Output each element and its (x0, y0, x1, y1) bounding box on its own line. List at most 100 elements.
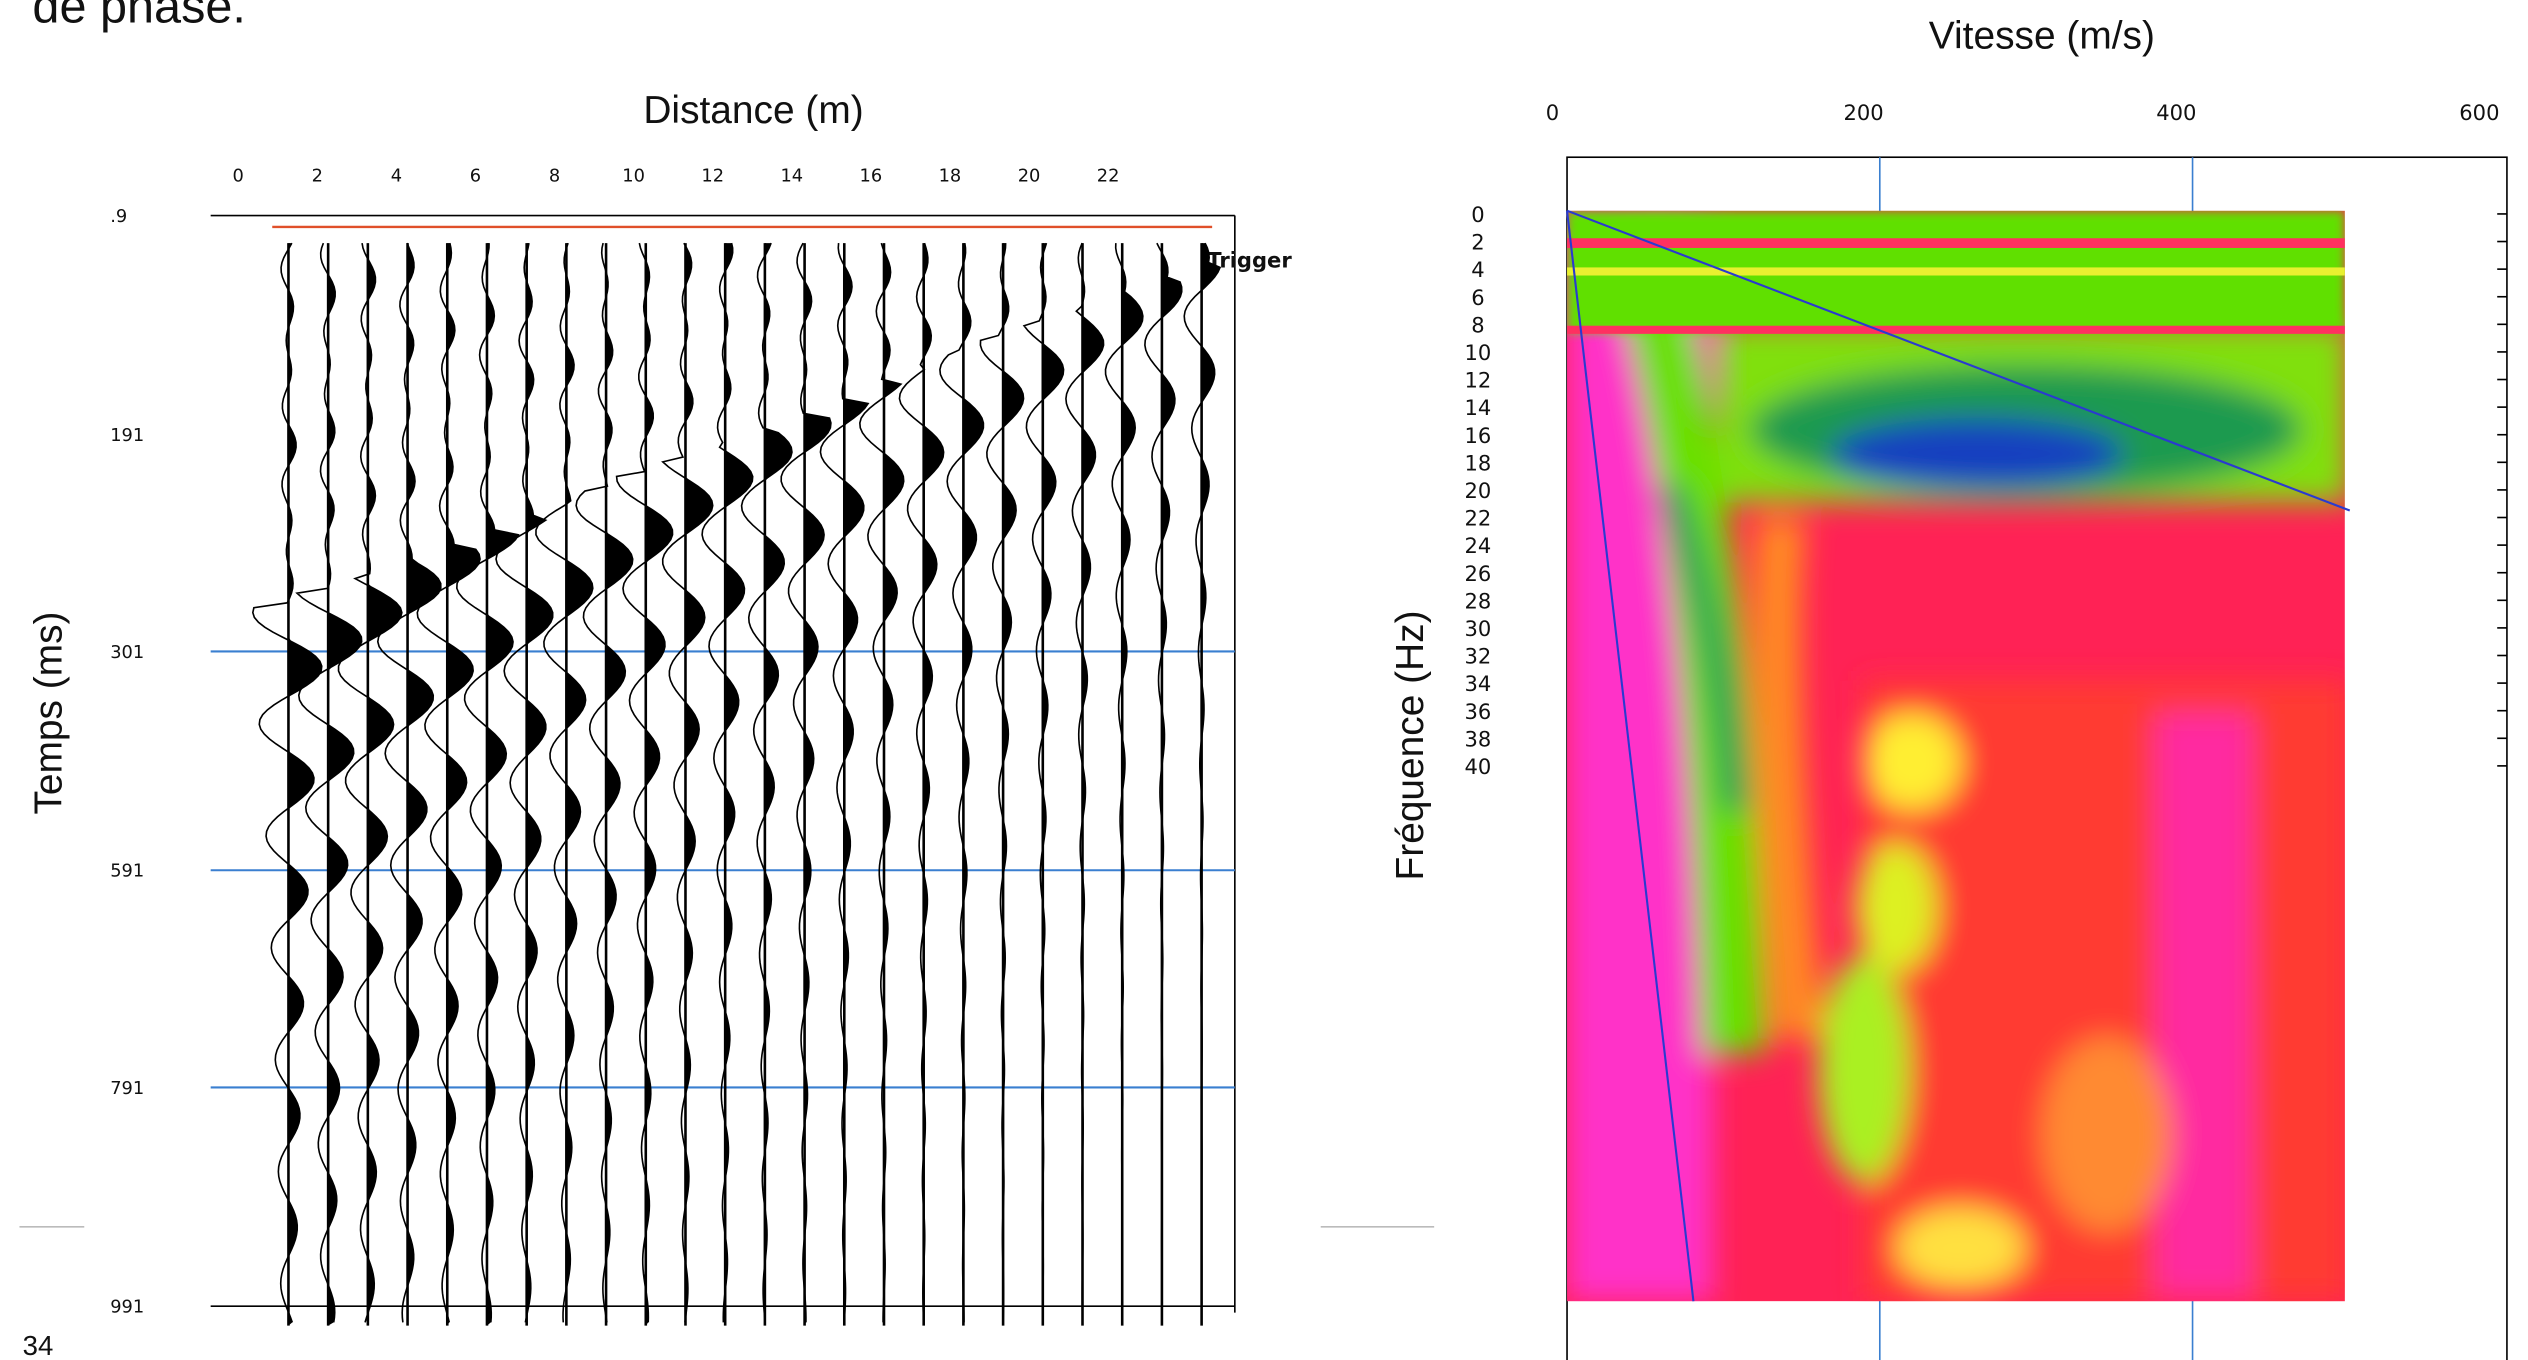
trace-wiggle (1065, 242, 1105, 1323)
y-tick-label: 8 (1471, 312, 1484, 337)
x-tick-label: 20 (1018, 166, 1041, 187)
x-tick-label: 6 (470, 166, 481, 187)
trace-fill (526, 243, 553, 1326)
header-fragment: de phase. (32, 0, 246, 34)
x-axis-title: Vitesse (m/s) (1929, 15, 2155, 58)
y-axis-title: Temps (ms) (28, 612, 71, 815)
trace-fill (1042, 243, 1064, 1326)
x-tick-label: 2 (312, 166, 323, 187)
trace-wiggle (1104, 243, 1144, 1323)
y-tick-label: 20 (1465, 478, 1492, 503)
y-tick-label: 40 (1465, 754, 1492, 779)
x-tick-label: 0 (233, 166, 244, 187)
y-tick-label: 2 (1471, 230, 1484, 255)
trace-wiggle (1144, 242, 1183, 1323)
trace-fill (606, 243, 633, 1326)
heat-band (1567, 238, 2345, 248)
y-axis-title: Fréquence (Hz) (1389, 610, 1432, 880)
dispersion-image: Vitesse (m/s) Fréquence (Hz) (1389, 15, 2508, 1360)
y-tick-label: 34 (1465, 671, 1492, 696)
trace-fill (566, 243, 593, 1326)
trace-fill (1082, 243, 1104, 1326)
trace-wiggle (1183, 242, 1222, 1323)
x-tick-label: 4 (391, 166, 402, 187)
trace-wiggle (780, 242, 832, 1323)
trace-fill (486, 243, 519, 1326)
trace-wiggle (495, 242, 554, 1323)
trace-wiggle (575, 242, 634, 1323)
trace-fill (804, 243, 831, 1326)
x-tick-label: 600 (2459, 100, 2499, 125)
y-tick-label: .9 (110, 206, 127, 227)
y-tick-label: 18 (1465, 450, 1492, 475)
trace-wiggle (535, 242, 594, 1323)
trace-wiggle (898, 242, 945, 1323)
y-tick-label: 791 (110, 1078, 144, 1099)
trace-wiggle (939, 242, 985, 1323)
trace-fill (883, 243, 904, 1326)
trace-wiggle (701, 242, 754, 1323)
x-tick-label: 16 (860, 166, 883, 187)
y-tick-label: 30 (1465, 616, 1492, 641)
trace-wiggle (295, 242, 363, 1323)
y-tick-label: 22 (1465, 506, 1492, 531)
trace-fill (963, 243, 984, 1326)
guide-line (1566, 209, 2351, 512)
y-tick-label: 191 (110, 425, 144, 446)
y-tick-label: 301 (110, 642, 144, 663)
heat-band (1567, 325, 2345, 334)
y-tick-label: 10 (1465, 340, 1492, 365)
trace-fill (328, 243, 362, 1326)
x-tick-label: 12 (701, 166, 724, 187)
x-tick-label: 14 (780, 166, 803, 187)
trace-fill (764, 243, 792, 1326)
seismogram: Distance (m) Temps (ms) Trigger 0 2 4 6 8 10 1… (28, 89, 1292, 1326)
x-tick-label: 18 (939, 166, 962, 187)
y-tick-label: 4 (1471, 257, 1484, 282)
trace-wiggle (979, 243, 1025, 1323)
trace-fill (1161, 243, 1182, 1326)
trace-fill (288, 243, 322, 1326)
y-tick-label: 16 (1465, 423, 1492, 448)
trace-fill (407, 243, 441, 1326)
y-tick-label: 26 (1465, 561, 1492, 586)
y-tick-label: 38 (1465, 726, 1492, 751)
heat-blobs (1567, 210, 2345, 1302)
y-tick-label: 12 (1465, 368, 1492, 393)
x-tick-label: 0 (1546, 100, 1559, 125)
y-tick-label: 6 (1471, 285, 1484, 310)
guide-line (1565, 210, 1695, 1302)
trigger-label: Trigger (1207, 247, 1292, 272)
trace-fill (844, 243, 869, 1326)
y-tick-label: 24 (1465, 533, 1492, 558)
y-tick-label: 32 (1465, 644, 1492, 669)
trace-fill (685, 243, 713, 1326)
trace-fill (923, 243, 944, 1326)
y-tick-label: 36 (1465, 699, 1492, 724)
trace-wiggle (661, 242, 714, 1323)
x-tick-label: 8 (549, 166, 560, 187)
trace-fill (447, 243, 481, 1326)
trace-wiggle (1022, 242, 1065, 1323)
heat-band (1567, 267, 2345, 276)
trace-fill (1201, 243, 1221, 1326)
x-tick-label: 200 (1843, 100, 1883, 125)
x-tick-label: 10 (622, 166, 645, 187)
x-tick-label: 22 (1097, 166, 1120, 187)
trace-fill (1003, 243, 1024, 1326)
y-tick-label: 991 (110, 1297, 144, 1318)
y-tick-label: 591 (110, 861, 144, 882)
trace-fill (725, 243, 753, 1326)
y-tick-label: 14 (1465, 395, 1492, 420)
x-tick-label: 400 (2156, 100, 2196, 125)
trace-fill (645, 243, 673, 1326)
page-number: 34 (23, 1330, 54, 1360)
trace-wiggle (859, 242, 905, 1323)
trace-fill (1122, 243, 1143, 1326)
y-tick-label: 28 (1465, 588, 1492, 613)
heatmap (1567, 210, 2345, 1302)
trace-fill (367, 243, 402, 1326)
x-axis-title: Distance (m) (643, 89, 863, 132)
